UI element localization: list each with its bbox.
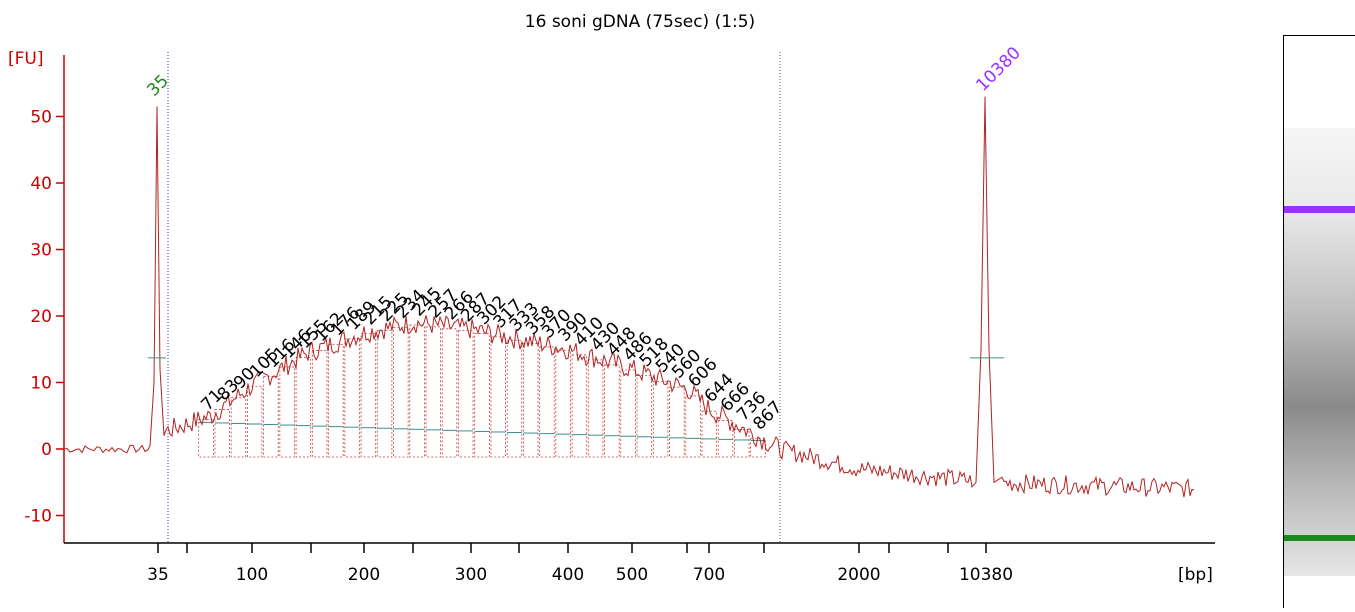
gel-lane-smear (1284, 128, 1355, 576)
x-tick-label: 700 (693, 565, 725, 585)
lower-marker-label: 35 (143, 71, 172, 100)
y-tick-label: 20 (30, 307, 52, 327)
region-box (328, 344, 344, 458)
ticks: -10 0 10 20 30 40 50 35 100 200 300 400 500 700 2000 10… (24, 108, 1013, 586)
y-tick-label: -10 (24, 507, 52, 527)
region-box (636, 375, 653, 458)
x-tick-label: 400 (552, 565, 584, 585)
region-box (669, 386, 685, 458)
y-tick-label: 40 (30, 174, 52, 194)
x-tick-label: 35 (147, 565, 169, 585)
region-box (750, 438, 766, 458)
region-box (717, 420, 734, 458)
axes (63, 52, 1215, 544)
gel-lane-panel (1283, 35, 1355, 608)
x-tick-label: 2000 (837, 565, 880, 585)
region-box (685, 395, 701, 458)
upper-marker-band (1284, 206, 1355, 213)
trace-line (63, 96, 1195, 498)
y-axis-label: [FU] (8, 49, 44, 69)
region-box (587, 359, 604, 458)
y-tick-label: 30 (30, 241, 52, 261)
peak-labels: 35 10380718390105116146155162176189215225… (143, 43, 1024, 434)
chart-title: 16 soni gDNA (75sec) (1:5) (525, 12, 755, 32)
region-box (734, 429, 750, 458)
region-box (279, 366, 295, 458)
region-box (490, 336, 506, 458)
region-box (474, 333, 490, 458)
region-box (523, 343, 539, 458)
x-axis-label: [bp] (1178, 565, 1213, 585)
region-box (539, 346, 555, 458)
region-box (376, 330, 393, 458)
region-box (311, 350, 328, 458)
region-box (571, 354, 588, 458)
region-box (555, 349, 571, 458)
x-tick-label: 200 (348, 565, 380, 585)
region-box (393, 326, 409, 458)
region-box (409, 324, 425, 458)
region-box (604, 364, 620, 458)
region-box (230, 397, 247, 458)
region-box (620, 369, 636, 458)
upper-marker-label: 10380 (972, 43, 1024, 95)
region-box (425, 326, 441, 458)
region-box (246, 385, 263, 458)
region-box (198, 419, 214, 458)
x-tick-label: 100 (236, 565, 268, 585)
region-box (360, 333, 377, 458)
lower-marker-band (1284, 535, 1355, 541)
y-tick-label: 50 (30, 108, 52, 128)
y-tick-label: 10 (30, 374, 52, 394)
region-box (441, 328, 458, 458)
region-box (214, 409, 230, 458)
region-box (263, 376, 279, 458)
x-tick-label: 300 (455, 565, 487, 585)
region-box (652, 380, 669, 458)
x-tick-label: 10380 (959, 565, 1013, 585)
region-boxes (198, 324, 766, 458)
region-box (458, 330, 474, 458)
gel-lane (1284, 128, 1355, 576)
electropherogram-chart: 16 soni gDNA (75sec) (1:5) [FU] [bp] -10… (8, 12, 1215, 586)
region-box (295, 356, 312, 458)
y-tick-label: 0 (41, 440, 52, 460)
region-box (701, 410, 717, 458)
region-box (506, 339, 523, 458)
x-tick-label: 500 (616, 565, 648, 585)
region-box (344, 338, 360, 458)
